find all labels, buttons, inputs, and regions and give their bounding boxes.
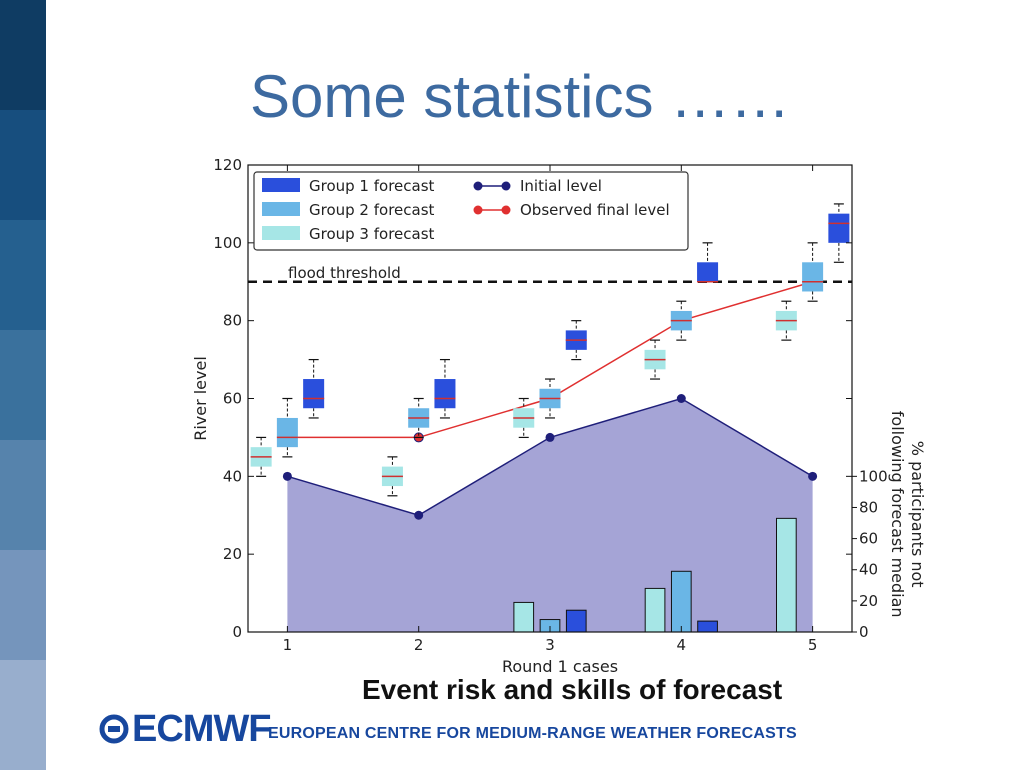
x-axis-label: Round 1 cases xyxy=(502,657,618,676)
forecast-box xyxy=(434,358,456,419)
forecast-box xyxy=(802,242,824,302)
slide-title: Some statistics …… xyxy=(250,63,791,130)
legend-marker xyxy=(501,205,511,215)
sidebar-stripe xyxy=(0,660,46,770)
participation-bar xyxy=(565,609,587,633)
flood-threshold-label: flood threshold xyxy=(288,264,401,282)
participation-bar xyxy=(776,517,797,633)
y2-axis-label-line: % participants not xyxy=(908,441,927,588)
legend-marker xyxy=(473,181,483,191)
y2-tick-label: 40 xyxy=(859,561,878,579)
forecast-box xyxy=(276,397,298,458)
y-tick-label: 0 xyxy=(232,623,242,641)
sidebar-stripe xyxy=(0,550,46,660)
legend-marker xyxy=(501,181,511,191)
initial-level-point xyxy=(545,432,555,442)
y-tick-label: 60 xyxy=(223,390,242,408)
y2-tick-label: 0 xyxy=(859,623,869,641)
participation-bar xyxy=(644,587,666,633)
box-body xyxy=(276,417,298,448)
forecast-box xyxy=(644,339,666,380)
sidebar-stripes xyxy=(0,0,46,770)
x-tick-label: 3 xyxy=(545,636,555,654)
legend-swatch xyxy=(262,202,300,216)
forecast-box xyxy=(697,242,719,283)
box-body xyxy=(828,213,850,243)
forecast-box xyxy=(565,320,587,361)
legend-label: Group 3 forecast xyxy=(309,225,435,243)
legend-marker xyxy=(473,205,483,215)
y-tick-label: 100 xyxy=(213,234,242,252)
legend-label: Group 1 forecast xyxy=(309,177,435,195)
box-body xyxy=(802,262,824,292)
ecmwf-logo-icon xyxy=(99,714,129,744)
y2-axis-label: % participants notfollowing forecast med… xyxy=(888,411,927,618)
x-tick-label: 1 xyxy=(283,636,293,654)
box-body xyxy=(697,262,719,282)
forecast-box xyxy=(303,358,325,419)
sidebar-stripe xyxy=(0,110,46,220)
y-tick-label: 80 xyxy=(223,312,242,330)
participation-bar xyxy=(697,620,718,633)
initial-level-point xyxy=(282,471,292,481)
sidebar-stripe xyxy=(0,330,46,440)
forecast-box xyxy=(381,456,403,497)
logo-text: ECMWF xyxy=(132,708,272,750)
y2-tick-label: 60 xyxy=(859,530,878,548)
y-axis-label: River level xyxy=(191,356,210,441)
legend-box xyxy=(253,171,689,251)
forecast-box xyxy=(670,300,692,341)
forecast-box xyxy=(513,397,535,439)
legend-label: Observed final level xyxy=(520,201,670,219)
forecast-box xyxy=(539,378,561,419)
participation-bar xyxy=(513,601,535,633)
forecast-box xyxy=(775,300,797,341)
y2-tick-label: 100 xyxy=(859,467,888,485)
forecast-box xyxy=(408,397,430,439)
initial-level-point xyxy=(808,471,818,481)
sidebar-stripe xyxy=(0,220,46,330)
y-tick-label: 20 xyxy=(223,545,242,563)
y-tick-label: 120 xyxy=(213,156,242,174)
y2-tick-label: 20 xyxy=(859,592,878,610)
x-tick-label: 5 xyxy=(808,636,818,654)
legend-swatch xyxy=(262,226,300,240)
participation-bar xyxy=(670,570,692,633)
organization-name: EUROPEAN CENTRE FOR MEDIUM-RANGE WEATHER… xyxy=(268,725,797,742)
y2-tick-label: 80 xyxy=(859,498,878,516)
legend-swatch xyxy=(262,178,300,192)
forecast-box xyxy=(828,203,850,263)
legend-label: Initial level xyxy=(520,177,602,195)
y-tick-label: 40 xyxy=(223,467,242,485)
forecast-box xyxy=(250,436,272,477)
sidebar-stripe xyxy=(0,440,46,550)
x-tick-label: 4 xyxy=(677,636,687,654)
initial-level-point xyxy=(676,394,686,403)
legend-label: Group 2 forecast xyxy=(309,201,435,219)
initial-level-point xyxy=(414,510,424,520)
slide-caption: Event risk and skills of forecast xyxy=(362,674,783,705)
box-body xyxy=(434,379,456,409)
x-tick-label: 2 xyxy=(414,636,424,654)
sidebar-stripe xyxy=(0,0,46,110)
y2-axis-label-line: following forecast median xyxy=(888,411,907,618)
box-body xyxy=(303,379,325,409)
